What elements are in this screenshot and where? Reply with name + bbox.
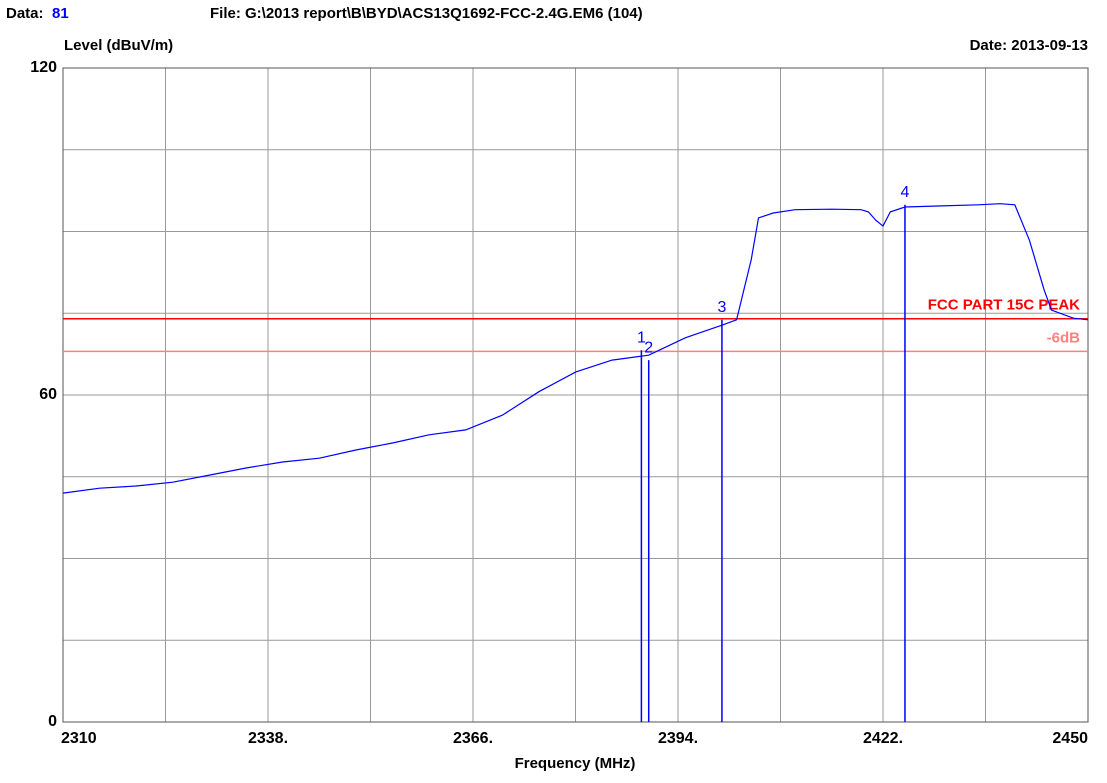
limit-label: FCC PART 15C PEAK: [928, 297, 1080, 314]
marker-label: 1: [637, 330, 646, 347]
marker-label: 2: [644, 339, 653, 356]
plot-border: [62, 67, 1089, 723]
limit-label: -6dB: [1047, 329, 1081, 346]
trace: [62, 203, 1089, 494]
x-tick-label: 2310: [61, 730, 97, 747]
y-tick-label: 0: [48, 713, 57, 730]
y-tick-label: 120: [30, 59, 57, 76]
marker-label: 3: [717, 299, 726, 316]
x-tick-label: 2338.: [248, 730, 288, 747]
file-name: File: G:\2013 report\B\BYD\ACS13Q1692-FC…: [210, 5, 643, 22]
y-axis-label: Level (dBuV/m): [64, 37, 173, 54]
date: Date: 2013-09-13: [970, 37, 1088, 54]
data-label: Data:: [6, 5, 44, 22]
data-number: 81: [52, 5, 69, 22]
marker-label: 4: [901, 184, 910, 201]
x-axis-label: Frequency (MHz): [515, 755, 636, 772]
x-tick-label: 2422.: [863, 730, 903, 747]
x-tick-label: 2394.: [658, 730, 698, 747]
x-tick-label: 2366.: [453, 730, 493, 747]
y-tick-label: 60: [39, 386, 57, 403]
x-tick-label: 2450: [1052, 730, 1088, 747]
